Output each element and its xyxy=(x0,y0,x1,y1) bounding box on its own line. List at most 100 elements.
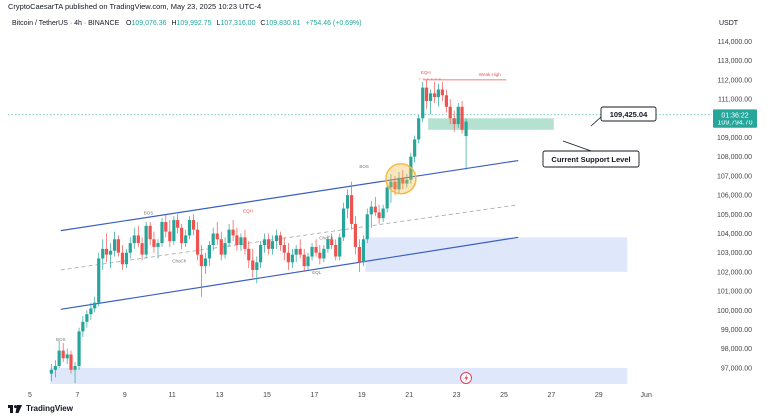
candle[interactable] xyxy=(432,81,437,103)
candle[interactable] xyxy=(113,231,117,257)
candle[interactable] xyxy=(203,252,207,274)
candle[interactable] xyxy=(231,220,235,242)
candle[interactable] xyxy=(89,302,93,320)
candle[interactable] xyxy=(136,225,140,247)
candle[interactable] xyxy=(424,79,429,109)
candle[interactable] xyxy=(172,216,176,246)
candle[interactable] xyxy=(93,296,97,313)
time-axis[interactable]: 5 7 9 11 13 15 17 19 21 23 25 27 29 Jun xyxy=(28,392,652,399)
candle[interactable] xyxy=(199,245,203,297)
candle[interactable] xyxy=(322,245,326,263)
candle[interactable] xyxy=(69,350,73,374)
candle[interactable] xyxy=(132,227,136,249)
candle[interactable] xyxy=(239,233,243,251)
candle[interactable] xyxy=(381,204,385,222)
candle[interactable] xyxy=(318,245,322,265)
candle[interactable] xyxy=(401,170,405,190)
candle[interactable] xyxy=(421,81,425,123)
candle[interactable] xyxy=(81,316,85,338)
candle[interactable] xyxy=(57,341,61,368)
candle[interactable] xyxy=(444,89,449,113)
candle[interactable] xyxy=(219,231,223,261)
candle[interactable] xyxy=(350,181,354,230)
candle[interactable] xyxy=(61,342,65,363)
candle[interactable] xyxy=(195,221,200,261)
candle[interactable] xyxy=(152,231,156,253)
candle[interactable] xyxy=(314,239,318,257)
candle[interactable] xyxy=(464,118,468,170)
candle[interactable] xyxy=(306,252,310,270)
candle[interactable] xyxy=(191,214,196,236)
candle[interactable] xyxy=(460,101,464,134)
price-axis[interactable]: 114,000.00 113,000.00 112,000.00 111,000.00… xyxy=(713,39,757,372)
candle[interactable] xyxy=(353,216,358,255)
candle[interactable] xyxy=(243,229,247,255)
candle[interactable] xyxy=(385,183,389,213)
candle[interactable] xyxy=(448,99,452,125)
candle[interactable] xyxy=(223,237,227,259)
candle[interactable] xyxy=(373,197,377,217)
candle[interactable] xyxy=(176,214,180,234)
candle[interactable] xyxy=(389,173,393,203)
candle[interactable] xyxy=(440,81,444,102)
candle[interactable] xyxy=(413,135,417,163)
candle[interactable] xyxy=(104,233,109,263)
candle[interactable] xyxy=(187,216,192,240)
candle[interactable] xyxy=(168,220,172,247)
candle[interactable] xyxy=(85,310,89,328)
candle[interactable] xyxy=(184,229,188,247)
candle[interactable] xyxy=(251,248,255,278)
candle[interactable] xyxy=(156,239,160,259)
candle[interactable] xyxy=(417,114,421,144)
candle[interactable] xyxy=(428,89,433,115)
candle[interactable] xyxy=(120,245,125,270)
candle[interactable] xyxy=(397,172,401,194)
tradingview-logo[interactable]: TradingView xyxy=(8,404,73,413)
candle[interactable] xyxy=(282,237,286,261)
candle[interactable] xyxy=(53,360,57,378)
lightning-icon[interactable] xyxy=(460,372,472,384)
candle[interactable] xyxy=(310,243,314,261)
candle[interactable] xyxy=(160,218,164,247)
candle[interactable] xyxy=(259,241,263,269)
candle[interactable] xyxy=(294,245,298,263)
candle[interactable] xyxy=(274,229,279,249)
candle[interactable] xyxy=(77,327,81,370)
candle[interactable] xyxy=(361,235,366,267)
candle[interactable] xyxy=(278,231,283,251)
candle[interactable] xyxy=(108,243,113,269)
candle[interactable] xyxy=(207,241,212,267)
candle[interactable] xyxy=(452,110,456,132)
candle[interactable] xyxy=(180,223,184,249)
candle[interactable] xyxy=(341,202,346,242)
candle[interactable] xyxy=(436,83,440,107)
candle[interactable] xyxy=(73,362,77,384)
candle[interactable] xyxy=(270,235,275,255)
candle[interactable] xyxy=(164,214,168,238)
candle[interactable] xyxy=(338,233,342,261)
candle[interactable] xyxy=(290,248,294,269)
candle[interactable] xyxy=(116,235,121,257)
candle[interactable] xyxy=(49,364,53,382)
candles-layer[interactable] xyxy=(49,79,468,384)
candle[interactable] xyxy=(330,233,334,249)
candle[interactable] xyxy=(144,221,148,259)
candle[interactable] xyxy=(334,239,338,261)
candle[interactable] xyxy=(215,221,219,246)
candle[interactable] xyxy=(263,233,267,253)
candle[interactable] xyxy=(235,227,239,251)
candle[interactable] xyxy=(247,241,251,269)
candle[interactable] xyxy=(255,256,259,284)
candle[interactable] xyxy=(140,237,144,261)
candle[interactable] xyxy=(302,248,306,272)
candle[interactable] xyxy=(128,237,132,259)
candle[interactable] xyxy=(211,227,215,251)
candle[interactable] xyxy=(101,239,105,270)
candle[interactable] xyxy=(124,248,129,269)
candle[interactable] xyxy=(405,173,409,188)
candle[interactable] xyxy=(286,243,290,270)
candle[interactable] xyxy=(326,235,330,253)
candle[interactable] xyxy=(365,208,369,244)
candle[interactable] xyxy=(345,189,350,219)
candle[interactable] xyxy=(65,348,69,365)
